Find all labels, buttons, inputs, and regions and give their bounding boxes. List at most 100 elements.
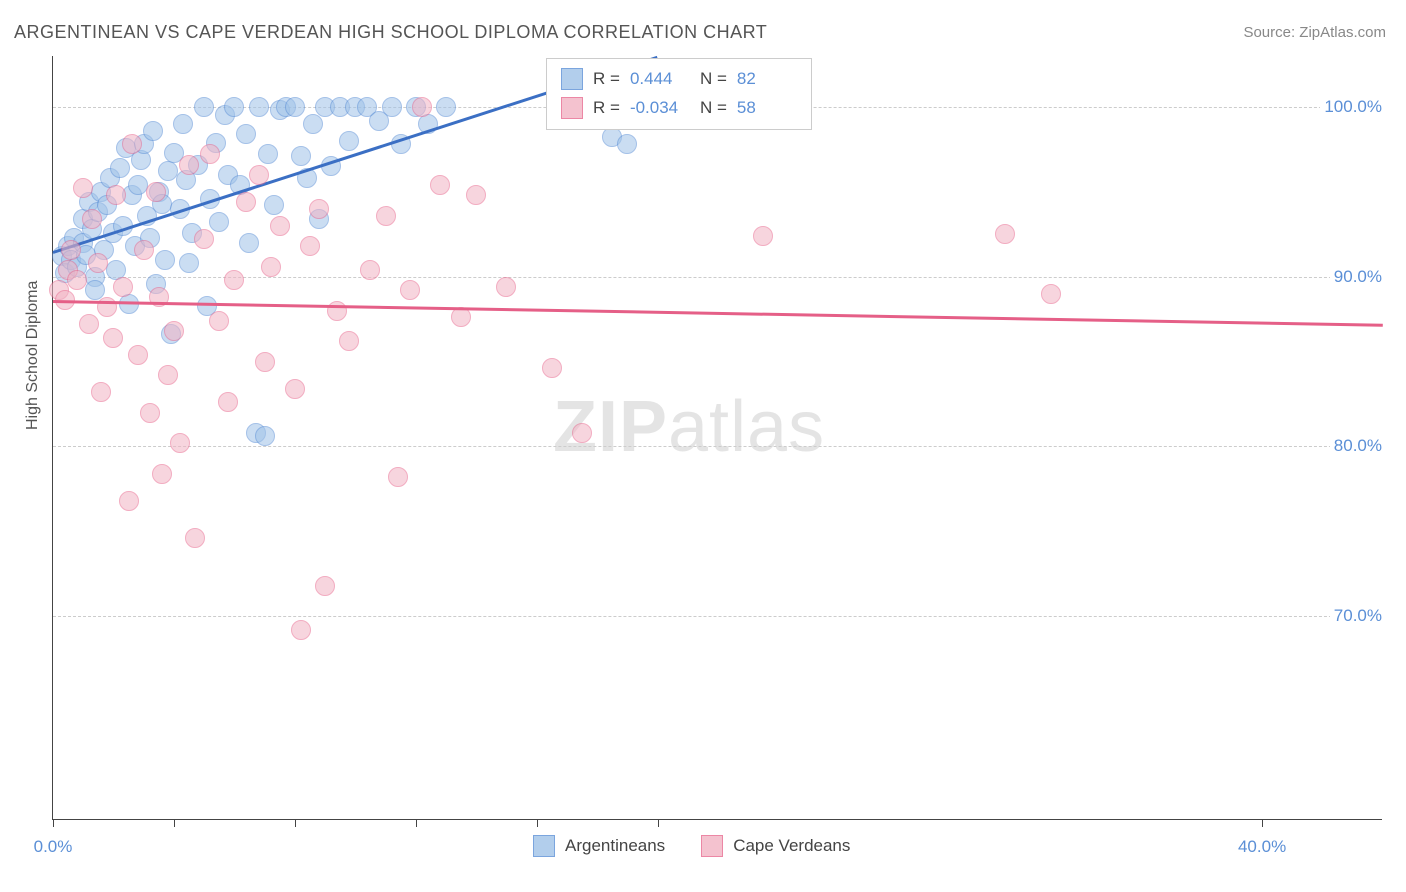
scatter-point [158,365,178,385]
scatter-point [200,144,220,164]
scatter-point [218,392,238,412]
scatter-point [110,158,130,178]
swatch-icon [701,835,723,857]
stats-legend-row: R = 0.444N = 82 [561,65,797,94]
scatter-point [128,175,148,195]
x-tick [1262,819,1263,827]
scatter-point [194,97,214,117]
scatter-point [122,134,142,154]
scatter-point [134,240,154,260]
swatch-icon [561,97,583,119]
grid-line [53,277,1382,278]
scatter-point [179,155,199,175]
scatter-point [173,114,193,134]
scatter-point [236,192,256,212]
scatter-point [128,345,148,365]
scatter-point [79,314,99,334]
scatter-point [400,280,420,300]
scatter-point [412,97,432,117]
source-label: Source: ZipAtlas.com [1243,24,1386,41]
scatter-point [255,426,275,446]
swatch-icon [533,835,555,857]
scatter-point [179,253,199,273]
scatter-point [224,97,244,117]
scatter-point [466,185,486,205]
scatter-point [309,199,329,219]
n-value: 82 [737,65,797,94]
scatter-point [995,224,1015,244]
r-label: R = [593,65,620,94]
scatter-point [617,134,637,154]
stats-legend: R = 0.444N = 82R = -0.034N = 58 [546,58,812,130]
x-tick [53,819,54,827]
scatter-point [67,270,87,290]
scatter-point [264,195,284,215]
series-name: Argentineans [565,836,665,856]
scatter-point [209,311,229,331]
x-tick [295,819,296,827]
chart-container: ARGENTINEAN VS CAPE VERDEAN HIGH SCHOOL … [0,0,1406,892]
series-legend-item: Argentineans [533,835,665,857]
scatter-point [209,212,229,232]
x-tick [174,819,175,827]
scatter-point [194,229,214,249]
scatter-point [753,226,773,246]
scatter-point [270,216,290,236]
scatter-point [249,97,269,117]
scatter-point [303,114,323,134]
scatter-point [152,464,172,484]
scatter-point [572,423,592,443]
scatter-point [236,124,256,144]
y-tick-label: 80.0% [1330,436,1386,456]
y-axis-title: High School Diploma [24,281,42,430]
scatter-point [224,270,244,290]
series-legend-item: Cape Verdeans [701,835,850,857]
scatter-point [143,121,163,141]
scatter-point [113,277,133,297]
scatter-point [82,209,102,229]
scatter-point [451,307,471,327]
scatter-point [239,233,259,253]
scatter-point [436,97,456,117]
scatter-point [542,358,562,378]
scatter-point [285,379,305,399]
scatter-point [164,321,184,341]
x-tick-label: 0.0% [34,837,73,857]
scatter-point [315,576,335,596]
scatter-point [249,165,269,185]
stats-legend-row: R = -0.034N = 58 [561,94,797,123]
y-tick-label: 70.0% [1330,606,1386,626]
r-value: -0.034 [630,94,690,123]
x-tick [658,819,659,827]
y-tick-label: 100.0% [1320,97,1386,117]
r-label: R = [593,94,620,123]
y-tick-label: 90.0% [1330,267,1386,287]
scatter-point [88,253,108,273]
scatter-point [496,277,516,297]
scatter-point [140,403,160,423]
scatter-point [258,144,278,164]
scatter-point [1041,284,1061,304]
scatter-point [388,467,408,487]
grid-line [53,446,1382,447]
scatter-point [61,240,81,260]
watermark-rest: atlas [668,387,825,467]
scatter-point [291,146,311,166]
grid-line [53,616,1382,617]
scatter-point [106,185,126,205]
chart-title: ARGENTINEAN VS CAPE VERDEAN HIGH SCHOOL … [14,22,767,43]
scatter-point [300,236,320,256]
series-name: Cape Verdeans [733,836,850,856]
x-tick [416,819,417,827]
scatter-point [376,206,396,226]
scatter-point [73,178,93,198]
scatter-point [430,175,450,195]
plot-area: ZIPatlas 70.0%80.0%90.0%100.0%0.0%40.0%R… [52,56,1382,820]
scatter-point [185,528,205,548]
scatter-point [255,352,275,372]
scatter-point [119,491,139,511]
scatter-point [285,97,305,117]
n-label: N = [700,94,727,123]
watermark-bold: ZIP [553,387,668,467]
scatter-point [327,301,347,321]
